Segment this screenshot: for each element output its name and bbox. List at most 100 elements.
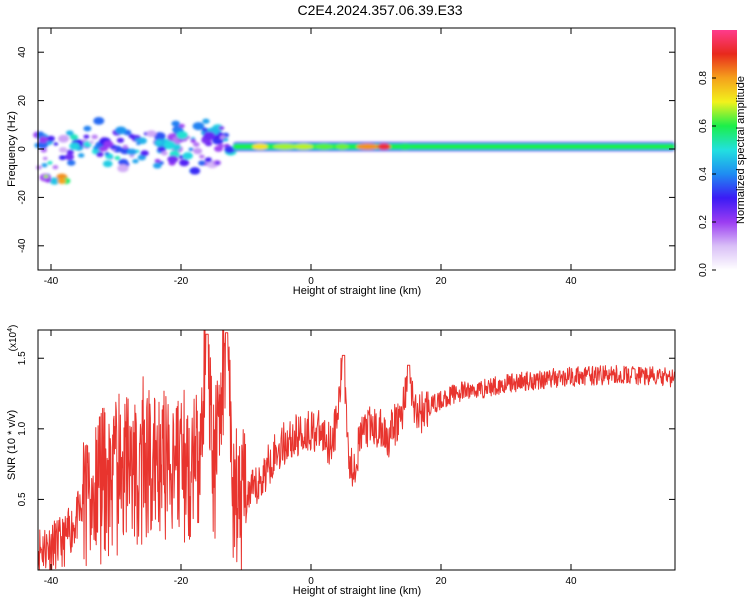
heatmap-cell-113 [136, 142, 141, 146]
heatmap-cell-29 [202, 118, 210, 124]
snr-y-multiplier-close: ) [8, 325, 19, 328]
heatmap-cell-86 [182, 152, 193, 160]
heatmap-cell-92 [167, 155, 179, 164]
heatmap-cell-156 [44, 178, 52, 183]
heatmap-cell-117 [217, 143, 224, 148]
snr-y-multiplier: (x104) [7, 325, 19, 352]
heatmap-cell-135 [69, 134, 79, 141]
heatmap-cell-50 [35, 165, 42, 170]
heatmap-x-axis-label: Height of straight line (km) [293, 285, 421, 297]
snr-x-tick-label-4: 40 [565, 576, 577, 587]
heatmap-cell-149 [153, 162, 162, 169]
snr-x-axis-label: Height of straight line (km) [293, 585, 421, 597]
heatmap-cell-138 [117, 164, 129, 173]
snr-y-tick-label-1: 1.0 [17, 421, 28, 435]
heatmap-cell-112 [146, 130, 157, 138]
heatmap-cell-81 [222, 137, 229, 142]
heatmap-cell-168 [398, 143, 413, 150]
heatmap-cell-11 [66, 149, 74, 155]
snr-x-tick-label-0: -40 [44, 576, 59, 587]
heatmap-cell-105 [199, 154, 205, 159]
snr-plot-frame [37, 329, 676, 571]
heatmap-cell-109 [91, 134, 98, 140]
heatmap-x-tick-label-3: 20 [435, 276, 447, 287]
heatmap-cell-106 [118, 158, 129, 166]
heatmap-x-tick-label-2: 0 [308, 276, 314, 287]
snr-x-tick-label-2: 0 [308, 576, 314, 587]
heatmap-cell-120 [96, 151, 104, 158]
heatmap-cell-128 [224, 146, 236, 154]
heatmap-cell-93 [65, 130, 74, 136]
heatmap-cell-121 [157, 145, 167, 152]
heatmap-cell-73 [115, 126, 127, 135]
colorbar-tick-label-1: 0.2 [698, 215, 709, 229]
snr-x-tick-label-3: 20 [435, 576, 447, 587]
heatmap-cell-63 [215, 161, 220, 165]
heatmap-cell-28 [57, 134, 70, 143]
heatmap-cell-42 [42, 156, 48, 161]
heatmap-cell-103 [58, 155, 66, 161]
heatmap-x-tick-label-1: -20 [174, 276, 189, 287]
snr-ticks: -40 -20 0 20 40 0.5 1.0 1.5 [17, 330, 675, 587]
heatmap-cell-56 [102, 160, 113, 168]
heatmap-cell-147 [174, 143, 180, 148]
figure-title: C2E4.2024.357.06.39.E33 [297, 2, 462, 18]
heatmap-cell-132 [155, 140, 162, 145]
heatmap-cell-82 [46, 135, 55, 142]
heatmap-cell-30 [83, 134, 90, 139]
heatmap-x-tick-label-0: -40 [44, 276, 59, 287]
heatmap-cell-84 [104, 151, 110, 156]
heatmap-cell-33 [93, 117, 105, 125]
heatmap-cell-140 [89, 140, 95, 144]
heatmap-ticks: -40 -20 0 20 40 -40 -20 0 20 40 [17, 28, 675, 287]
colorbar-tick-label-4: 0.8 [698, 71, 709, 85]
heatmap-cell-163 [294, 143, 314, 150]
heatmap-cell-141 [52, 165, 59, 170]
heatmap-cell-166 [356, 143, 379, 150]
heatmap-cell-40 [192, 122, 205, 131]
heatmap-cell-101 [64, 153, 75, 161]
heatmap-cell-157 [57, 178, 67, 184]
heatmap-cell-69 [154, 158, 161, 163]
heatmap-y-tick-label-1: -20 [17, 190, 28, 205]
snr-y-multiplier-exp: 4 [7, 328, 14, 332]
colorbar [712, 30, 737, 270]
heatmap-y-tick-label-2: 0 [17, 146, 28, 152]
heatmap-cell-154 [49, 177, 60, 185]
heatmap-cell-142 [103, 140, 114, 148]
colorbar-ticks: 0.0 0.2 0.4 0.6 0.8 [698, 71, 716, 277]
snr-series-line [37, 329, 675, 571]
snr-y-axis-label: SNR (10 * v/v) [6, 410, 18, 480]
heatmap-cell-88 [41, 163, 48, 168]
heatmap-y-tick-label-4: 40 [17, 46, 28, 58]
heatmap-cell-131 [163, 141, 176, 150]
heatmap-cell-61 [69, 142, 80, 150]
heatmap-y-tick-label-0: -40 [17, 238, 28, 253]
heatmap-cell-104 [53, 142, 59, 146]
heatmap-cell-76 [218, 126, 225, 131]
heatmap-cell-114 [171, 120, 180, 127]
heatmap-cell-167 [377, 143, 391, 150]
heatmap-marks [33, 117, 675, 185]
heatmap-cell-124 [38, 136, 49, 144]
heatmap-cell-164 [314, 143, 334, 150]
heatmap-cell-110 [201, 127, 208, 132]
heatmap-cell-144 [140, 150, 149, 157]
heatmap-cell-60 [204, 157, 212, 163]
snr-x-tick-label-1: -20 [174, 576, 189, 587]
snr-y-tick-label-2: 1.5 [17, 351, 28, 365]
colorbar-tick-label-0: 0.0 [698, 263, 709, 277]
colorbar-tick-label-3: 0.6 [698, 119, 709, 133]
snr-y-tick-label-0: 0.5 [17, 492, 28, 506]
colorbar-label: Normalized spectral amplitude [735, 76, 747, 224]
heatmap-cell-148 [127, 148, 137, 156]
heatmap-cell-49 [128, 133, 135, 139]
heatmap-cell-136 [58, 146, 68, 153]
heatmap-cell-108 [153, 132, 166, 141]
heatmap-cell-137 [193, 147, 203, 155]
heatmap-y-axis-label: Frequency (Hz) [6, 111, 18, 187]
heatmap-cell-162 [273, 143, 297, 150]
heatmap-cell-17 [114, 155, 121, 161]
heatmap-cell-95 [37, 141, 48, 149]
